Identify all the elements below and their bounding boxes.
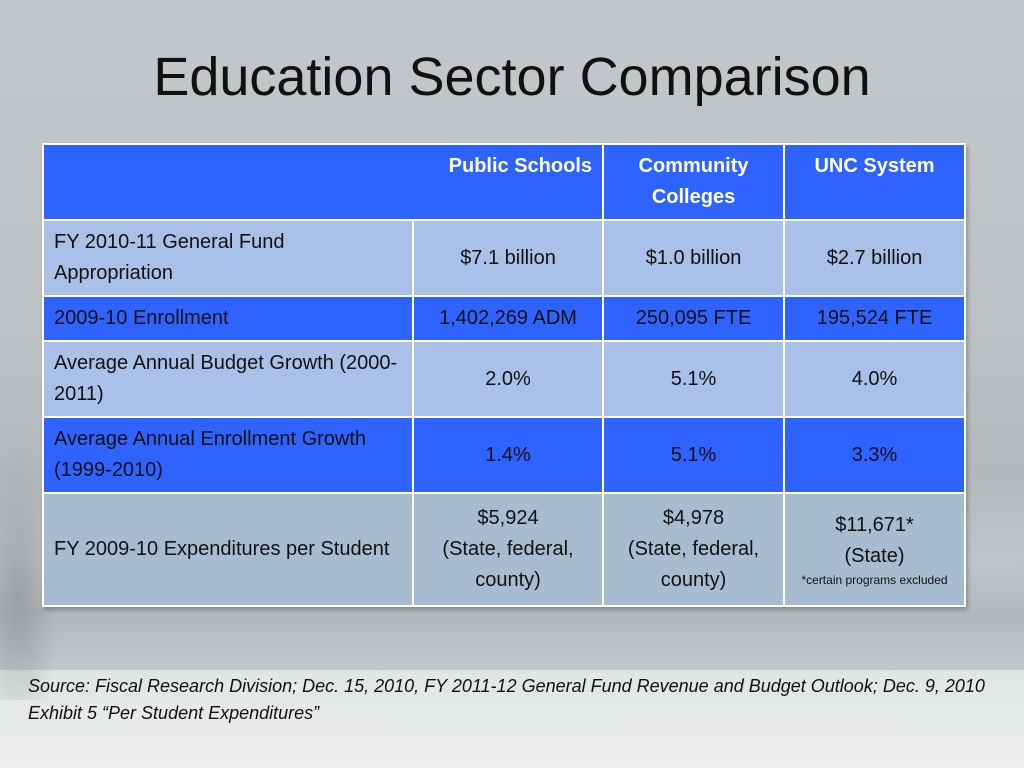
expenditure-sources: (State) <box>844 545 905 567</box>
expenditure-value: $4,978 <box>662 507 725 529</box>
cell-community-colleges: 5.1% <box>602 340 786 418</box>
table-row: 2009-10 Enrollment 1,402,269 ADM 250,095… <box>42 295 967 342</box>
row-label: FY 2009-10 Expenditures per Student <box>42 492 414 607</box>
cell-community-colleges: $4,978 (State, federal, county) <box>602 492 786 607</box>
header-community-colleges: Community Colleges <box>602 143 786 221</box>
cell-unc-system: 4.0% <box>783 340 967 418</box>
table-row: FY 2010-11 General Fund Appropriation $7… <box>42 219 967 297</box>
table-row: Average Annual Enrollment Growth (1999-2… <box>42 416 967 494</box>
expenditure-footnote: *certain programs excluded <box>801 573 948 587</box>
cell-community-colleges: $1.0 billion <box>602 219 786 297</box>
source-citation: Source: Fiscal Research Division; Dec. 1… <box>28 676 985 723</box>
table-row: FY 2009-10 Expenditures per Student $5,9… <box>42 492 967 607</box>
cell-public-schools: $7.1 billion <box>411 219 605 297</box>
row-label: Average Annual Enrollment Growth (1999-2… <box>42 416 414 494</box>
expenditure-sources: (State, federal, county) <box>627 538 760 591</box>
cell-public-schools: 2.0% <box>411 340 605 418</box>
row-label: FY 2010-11 General Fund Appropriation <box>42 219 414 297</box>
cell-unc-system: 195,524 FTE <box>783 295 967 342</box>
expenditure-value: $5,924 <box>477 507 539 529</box>
cell-public-schools: $5,924 (State, federal, county) <box>411 492 605 607</box>
cell-community-colleges: 5.1% <box>602 416 786 494</box>
row-label: Average Annual Budget Growth (2000-2011) <box>42 340 414 418</box>
header-public-schools: Public Schools <box>41 143 605 221</box>
cell-public-schools: 1,402,269 ADM <box>411 295 605 342</box>
slide-title: Education Sector Comparison <box>153 47 871 107</box>
expenditure-sources: (State, federal, county) <box>442 538 574 591</box>
expenditure-value: $11,671* <box>835 514 914 536</box>
row-label: 2009-10 Enrollment <box>42 295 414 342</box>
cell-unc-system: 3.3% <box>783 416 967 494</box>
header-unc-system: UNC System <box>783 143 967 221</box>
cell-unc-system: $2.7 billion <box>783 219 967 297</box>
table-header-row: Public Schools Community Colleges UNC Sy… <box>41 143 967 221</box>
cell-unc-system: $11,671* (State) *certain programs exclu… <box>783 492 967 607</box>
table-row: Average Annual Budget Growth (2000-2011)… <box>42 340 967 418</box>
cell-community-colleges: 250,095 FTE <box>602 295 786 342</box>
comparison-table: Public Schools Community Colleges UNC Sy… <box>41 143 967 607</box>
cell-public-schools: 1.4% <box>411 416 605 494</box>
background-ground <box>0 670 1024 768</box>
